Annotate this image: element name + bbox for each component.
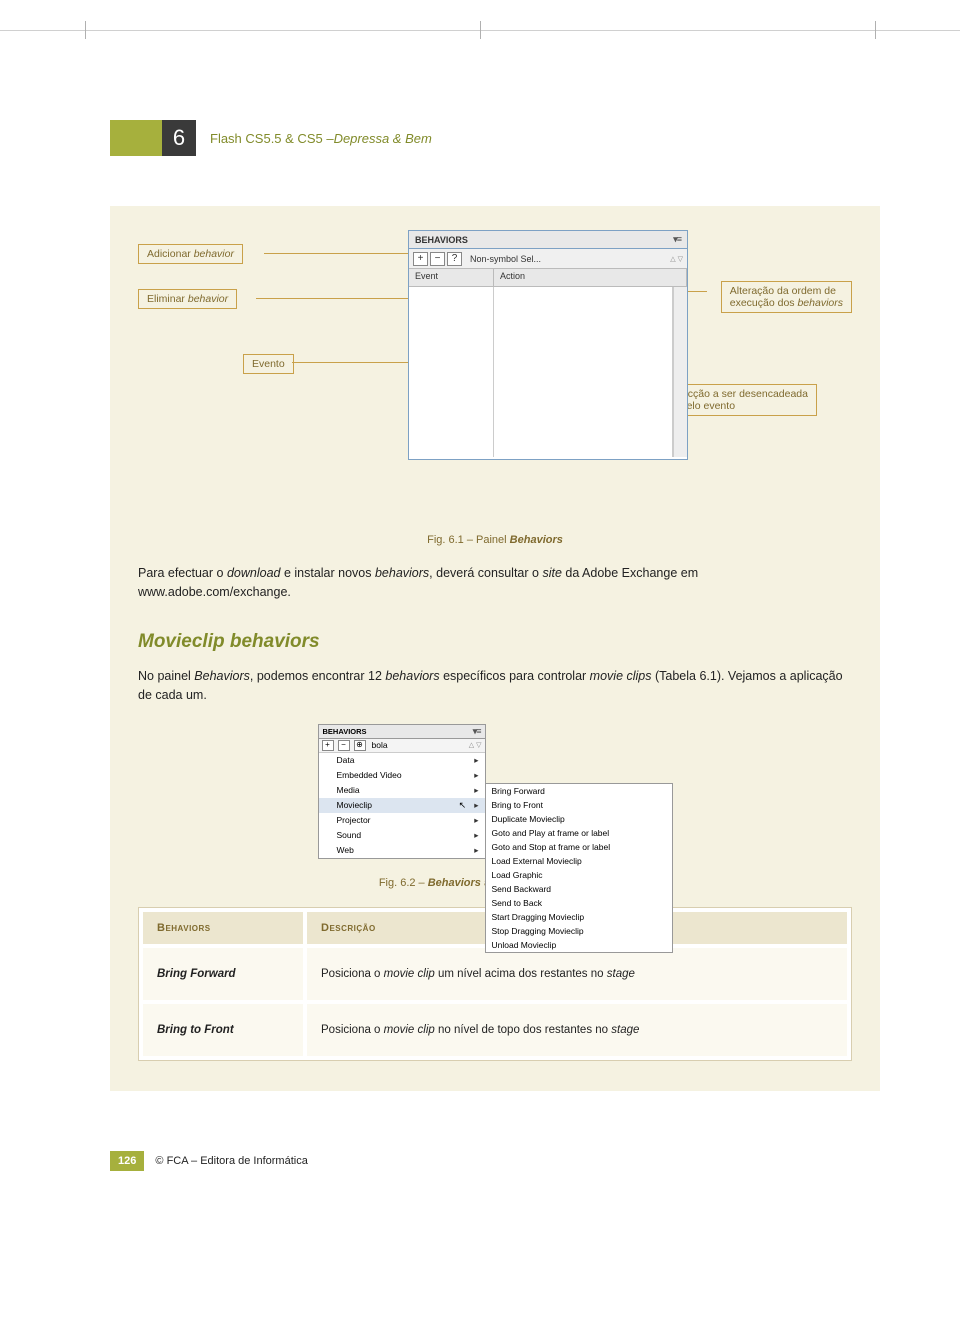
add-icon[interactable]: + — [413, 252, 428, 266]
move-up-icon[interactable]: △ — [469, 741, 474, 749]
menu-item-selected[interactable]: Movieclip↖▸ — [319, 798, 485, 813]
paragraph-download: Para efectuar o download e instalar novo… — [138, 564, 852, 603]
target-icon[interactable]: ⊕ — [354, 740, 366, 751]
figure-2-menu: BEHAVIORS ▾≡ + − ⊕ bola △ ▽ Data▸ Embedd… — [318, 724, 673, 859]
tick — [480, 21, 481, 39]
panel-body — [409, 287, 687, 457]
behaviors-panel: BEHAVIORS ▾≡ + − ? Non-symbol Sel... △ ▽… — [408, 230, 688, 460]
chapter-title: Flash CS5.5 & CS5 – Depressa & Bem — [196, 120, 432, 156]
figure-1-area: Adicionar behavior Eliminar behavior Eve… — [138, 236, 852, 516]
section-heading: Movieclip behaviors — [138, 631, 852, 653]
menu-item[interactable]: Sound▸ — [319, 828, 485, 843]
callout-add-behavior: Adicionar behavior — [138, 244, 243, 264]
behavior-name: Bring Forward — [143, 948, 303, 1000]
page-number: 126 — [110, 1151, 144, 1171]
submenu-item[interactable]: Send to Back — [486, 896, 672, 910]
menu-item[interactable]: Web▸ — [319, 843, 485, 858]
panel-toolbar: + − ? Non-symbol Sel... △ ▽ — [409, 249, 687, 269]
page-content: 6 Flash CS5.5 & CS5 – Depressa & Bem Adi… — [0, 60, 960, 1211]
crop-marks — [0, 30, 960, 60]
col-behaviors: Behaviors — [143, 912, 303, 944]
panel-titlebar: BEHAVIORS ▾≡ — [319, 725, 485, 739]
leader-line — [264, 253, 418, 254]
col-event: Event — [409, 269, 494, 286]
chapter-number: 6 — [162, 120, 196, 156]
submenu-item[interactable]: Load Graphic — [486, 868, 672, 882]
chevron-right-icon: ▸ — [474, 815, 478, 826]
callout-action: Acção a ser desencadeada pelo evento — [672, 384, 817, 416]
page-footer: 126 © FCA – Editora de Informática — [110, 1151, 880, 1171]
remove-icon[interactable]: − — [430, 252, 445, 266]
submenu-item[interactable]: Duplicate Movieclip — [486, 812, 672, 826]
chapter-title-text: Flash CS5.5 & CS5 – — [210, 131, 334, 146]
panel-titlebar: BEHAVIORS ▾≡ — [409, 231, 687, 249]
leader-line — [292, 362, 424, 363]
chapter-header: 6 Flash CS5.5 & CS5 – Depressa & Bem — [110, 120, 880, 156]
submenu-item[interactable]: Bring to Front — [486, 798, 672, 812]
move-down-icon[interactable]: ▽ — [678, 255, 683, 263]
leader-line — [256, 298, 416, 299]
submenu-item[interactable]: Goto and Stop at frame or label — [486, 840, 672, 854]
menu-item[interactable]: Media▸ — [319, 783, 485, 798]
cursor-icon: ↖ — [459, 800, 467, 811]
panel-menu-icon[interactable]: ▾≡ — [673, 234, 681, 245]
scrollbar[interactable] — [673, 287, 687, 457]
figure-1-caption: Fig. 6.1 – Painel Behaviors — [138, 534, 852, 546]
submenu-item[interactable]: Unload Movieclip — [486, 938, 672, 952]
move-up-icon[interactable]: △ — [670, 255, 675, 263]
event-column — [409, 287, 494, 457]
publisher: © FCA – Editora de Informática — [155, 1155, 307, 1167]
chevron-right-icon: ▸ — [474, 755, 478, 766]
chapter-title-em: Depressa & Bem — [334, 131, 432, 146]
move-down-icon[interactable]: ▽ — [476, 741, 481, 749]
submenu-item[interactable]: Load External Movieclip — [486, 854, 672, 868]
submenu-item[interactable]: Bring Forward — [486, 784, 672, 798]
callout-evento: Evento — [243, 354, 294, 374]
table-row: Bring Forward Posiciona o movie clip um … — [143, 948, 847, 1000]
chevron-right-icon: ▸ — [474, 830, 478, 841]
tick — [875, 21, 876, 39]
paragraph-behaviors: No painel Behaviors, podemos encontrar 1… — [138, 667, 852, 706]
behavior-name: Bring to Front — [143, 1004, 303, 1056]
panel-toolbar: + − ⊕ bola △ ▽ — [319, 739, 485, 753]
submenu-item[interactable]: Start Dragging Movieclip — [486, 910, 672, 924]
callout-order: Alteração da ordem de execução dos behav… — [721, 281, 852, 313]
submenu-item[interactable]: Goto and Play at frame or label — [486, 826, 672, 840]
panel-menu-icon[interactable]: ▾≡ — [473, 726, 481, 737]
chevron-right-icon: ▸ — [474, 845, 478, 856]
submenu-item[interactable]: Send Backward — [486, 882, 672, 896]
add-icon[interactable]: + — [322, 740, 334, 751]
behavior-desc: Posiciona o movie clip um nível acima do… — [307, 948, 847, 1000]
chapter-accent-bar — [110, 120, 162, 156]
menu-item[interactable]: Embedded Video▸ — [319, 768, 485, 783]
chevron-right-icon: ▸ — [474, 770, 478, 781]
chevron-right-icon: ▸ — [474, 785, 478, 796]
panel-columns: Event Action — [409, 269, 687, 287]
content-block: Adicionar behavior Eliminar behavior Eve… — [110, 206, 880, 1091]
menu-item[interactable]: Projector▸ — [319, 813, 485, 828]
behavior-desc: Posiciona o movie clip no nível de topo … — [307, 1004, 847, 1056]
menu-item[interactable]: Data▸ — [319, 753, 485, 768]
target-label: bola — [372, 740, 388, 750]
panel-title-text: BEHAVIORS — [415, 235, 468, 245]
remove-icon[interactable]: − — [338, 740, 350, 751]
action-column — [494, 287, 673, 457]
tick — [85, 21, 86, 39]
behaviors-panel-small: BEHAVIORS ▾≡ + − ⊕ bola △ ▽ Data▸ Embedd… — [318, 724, 486, 859]
callout-del-behavior: Eliminar behavior — [138, 289, 237, 309]
table-row: Bring to Front Posiciona o movie clip no… — [143, 1004, 847, 1056]
col-action: Action — [494, 269, 687, 286]
help-icon[interactable]: ? — [447, 252, 462, 266]
submenu: Bring Forward Bring to Front Duplicate M… — [485, 783, 673, 953]
chevron-right-icon: ▸ — [474, 800, 478, 811]
submenu-item[interactable]: Stop Dragging Movieclip — [486, 924, 672, 938]
selection-label: Non-symbol Sel... — [470, 254, 541, 264]
